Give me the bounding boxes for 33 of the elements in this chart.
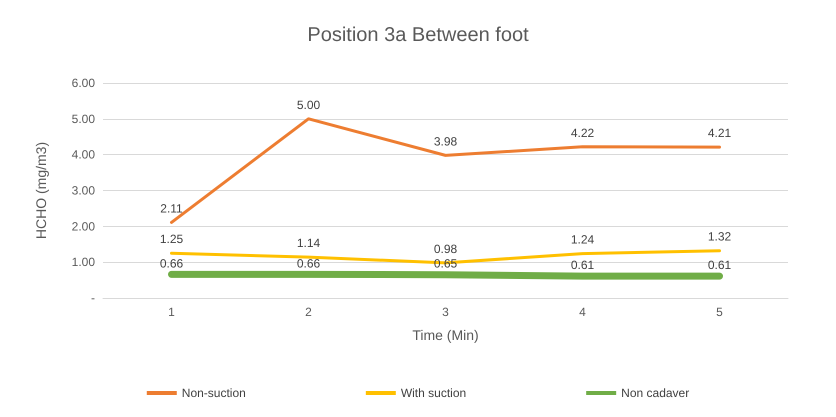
data-label: 2.11 — [160, 201, 184, 216]
data-label: 4.22 — [570, 126, 594, 140]
data-label: 0.66 — [296, 256, 320, 270]
data-label: 1.24 — [570, 232, 594, 247]
y-axis-title: HCHO (mg/m3) — [33, 142, 49, 240]
legend-label: With suction — [400, 386, 466, 400]
legend-label: Non-suction — [182, 386, 246, 400]
data-label: 4.21 — [708, 126, 732, 140]
data-label: 0.61 — [570, 258, 594, 272]
data-label: 3.98 — [434, 134, 458, 148]
y-tick-label: 4.00 — [72, 148, 96, 162]
legend-label: Non cadaver — [621, 386, 690, 400]
x-tick-label: 2 — [305, 305, 312, 319]
y-tick-label: 6.00 — [72, 76, 96, 90]
y-tick-label: 2.00 — [72, 219, 96, 234]
y-tick-label: 1.00 — [72, 255, 96, 270]
data-label: 0.66 — [160, 256, 184, 270]
x-tick-label: 4 — [579, 305, 586, 319]
x-tick-label: 3 — [442, 305, 450, 319]
x-tick-label: 1 — [168, 305, 176, 319]
data-label: 0.61 — [708, 258, 732, 272]
y-tick-label: 3.00 — [72, 184, 96, 198]
chart-title: Position 3a Between foot — [307, 24, 530, 46]
y-tick-label: 5.00 — [72, 112, 96, 126]
x-tick-label: 5 — [716, 305, 724, 319]
data-label: 1.32 — [708, 230, 732, 244]
data-label: 1.25 — [160, 232, 184, 246]
data-label: 5.00 — [296, 98, 320, 112]
data-label: 0.65 — [434, 256, 458, 271]
data-label: 0.98 — [434, 242, 458, 256]
x-axis-title: Time (Min) — [412, 327, 479, 343]
y-tick-label: - — [91, 291, 95, 305]
data-label: 1.14 — [296, 236, 320, 250]
